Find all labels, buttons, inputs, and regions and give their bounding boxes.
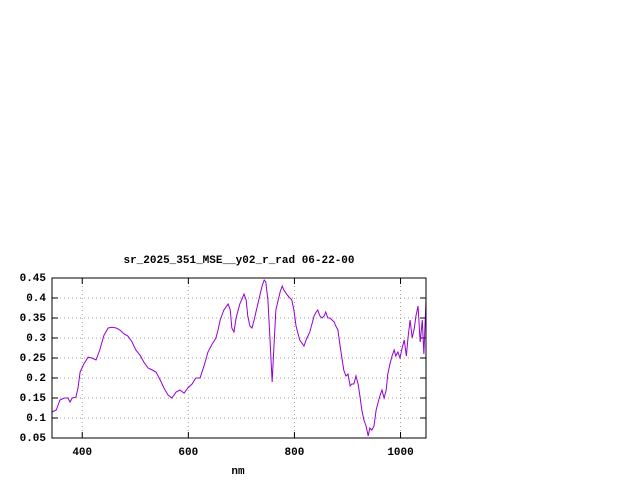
- x-tick-label: 1000: [387, 447, 413, 459]
- y-tick-label: 0.4: [26, 293, 46, 305]
- y-tick-label: 0.15: [20, 393, 47, 405]
- y-tick-label: 0.2: [26, 373, 46, 385]
- y-tick-label: 0.05: [20, 433, 47, 445]
- x-tick-label: 800: [285, 447, 305, 459]
- y-tick-label: 0.1: [26, 413, 46, 425]
- x-axis-label: nm: [231, 466, 245, 478]
- plot-frame: [51, 277, 427, 439]
- x-tick-label: 600: [178, 447, 198, 459]
- y-tick-label: 0.35: [20, 313, 47, 325]
- data-line: [51, 278, 427, 437]
- y-tick-label: 0.3: [26, 333, 46, 345]
- y-tick-label: 0.25: [20, 353, 47, 365]
- y-tick-label: 0.45: [20, 273, 47, 285]
- chart-title: sr_2025_351_MSE__y02_r_rad 06-22-00: [123, 255, 354, 267]
- x-tick-label: 400: [72, 447, 92, 459]
